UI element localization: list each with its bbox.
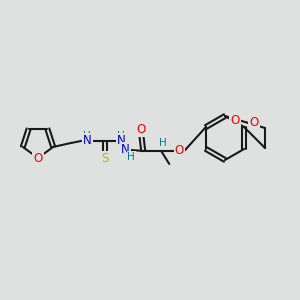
Text: H: H [83,131,91,141]
Text: O: O [175,144,184,158]
Text: H: H [159,138,167,148]
Text: O: O [136,123,146,136]
Text: O: O [249,116,259,130]
Text: S: S [101,152,109,165]
Text: N: N [83,134,92,147]
Text: N: N [117,134,126,147]
Text: O: O [33,152,43,164]
Text: N: N [121,143,130,156]
Text: H: H [117,131,125,141]
Text: O: O [230,113,240,127]
Text: H: H [127,152,135,162]
